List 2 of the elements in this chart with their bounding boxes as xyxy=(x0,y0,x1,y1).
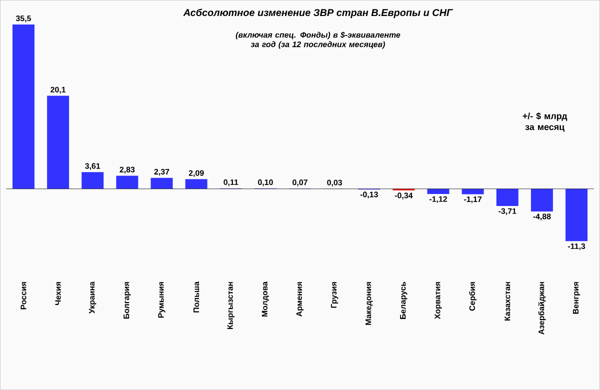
chart-title: Асбсолютное изменение ЗВР стран В.Европы и СНГ xyxy=(183,8,453,18)
annotation: +/- $ млрд за месяц xyxy=(522,112,568,132)
